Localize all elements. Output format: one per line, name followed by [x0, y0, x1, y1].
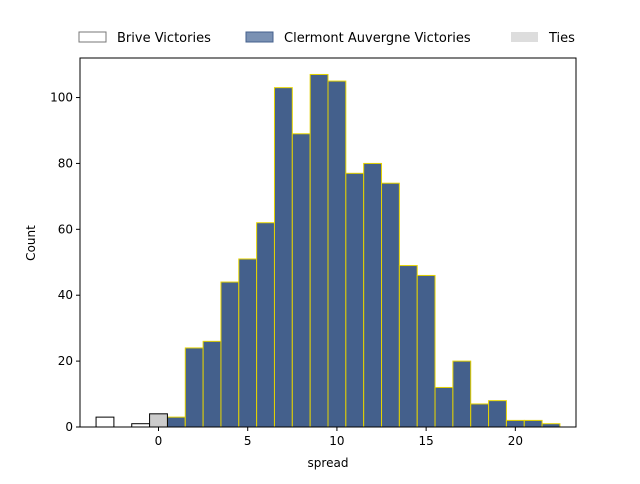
- legend-label-brive-victories: Brive Victories: [117, 31, 211, 46]
- bar-clermont-auvergne-victories-4: [238, 258, 258, 428]
- plot-frame: [79, 57, 577, 428]
- bar-clermont-auvergne-victories-18: [488, 400, 507, 428]
- bar-clermont-auvergne-victories-1: [184, 347, 204, 428]
- y-tick-label: 60: [58, 222, 73, 236]
- legend-swatch-clermont-auvergne-victories: [245, 31, 274, 43]
- y-tick-label: 80: [58, 156, 73, 170]
- bar-brive-victories-0: [95, 416, 115, 428]
- bar-clermont-auvergne-victories-16: [452, 360, 472, 428]
- bar-ties-0: [149, 413, 168, 428]
- bar-clermont-auvergne-victories-19: [505, 419, 525, 428]
- bar-clermont-auvergne-victories-13: [398, 265, 418, 428]
- legend-swatch-ties: [511, 32, 538, 42]
- legend-label-ties: Ties: [548, 31, 575, 46]
- bar-clermont-auvergne-victories-8: [309, 73, 329, 428]
- bar-clermont-auvergne-victories-5: [256, 222, 275, 428]
- y-tick-label: 40: [58, 288, 73, 302]
- bar-clermont-auvergne-victories-20: [523, 419, 543, 428]
- bar-clermont-auvergne-victories-17: [470, 403, 490, 428]
- bar-clermont-auvergne-victories-2: [202, 340, 222, 428]
- x-axis-label: spread: [308, 456, 349, 470]
- bar-clermont-auvergne-victories-0: [166, 416, 186, 428]
- bar-clermont-auvergne-victories-9: [327, 80, 347, 428]
- bar-clermont-auvergne-victories-6: [273, 87, 293, 428]
- bar-clermont-auvergne-victories-14: [416, 274, 436, 428]
- y-tick-label: 100: [50, 91, 73, 105]
- legend-swatch-brive-victories: [78, 31, 107, 43]
- y-tick-label: 0: [65, 420, 73, 434]
- legend-label-clermont-auvergne-victories: Clermont Auvergne Victories: [284, 31, 471, 46]
- bar-clermont-auvergne-victories-12: [381, 182, 400, 428]
- y-tick-label: 20: [58, 354, 73, 368]
- bar-clermont-auvergne-victories-3: [220, 281, 240, 428]
- bar-clermont-auvergne-victories-11: [363, 162, 383, 428]
- y-axis-label: Count: [24, 225, 38, 261]
- x-tick-label: 20: [508, 434, 523, 448]
- bar-clermont-auvergne-victories-10: [345, 172, 365, 428]
- bar-clermont-auvergne-victories-7: [291, 133, 311, 428]
- x-tick-label: 0: [155, 434, 163, 448]
- x-tick-label: 10: [329, 434, 344, 448]
- bar-clermont-auvergne-victories-15: [434, 386, 454, 428]
- x-tick-label: 15: [418, 434, 433, 448]
- x-tick-label: 5: [244, 434, 252, 448]
